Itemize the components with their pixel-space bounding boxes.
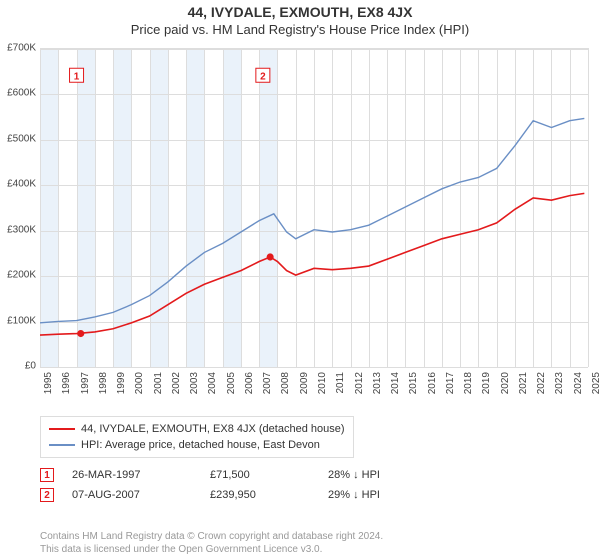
- x-tick-label: 2011: [335, 372, 346, 394]
- x-tick-label: 2006: [244, 372, 255, 394]
- x-tick-label: 2012: [354, 372, 365, 394]
- x-tick-label: 2015: [408, 372, 419, 394]
- x-tick-label: 1998: [98, 372, 109, 394]
- y-tick-label: £500K: [7, 133, 36, 144]
- x-tick-label: 2023: [554, 372, 565, 394]
- x-tick-label: 1995: [43, 372, 54, 394]
- transaction-dot: [267, 253, 274, 260]
- transaction-diff: 28% ↓ HPI: [328, 469, 380, 481]
- transaction-marker-icon: 2: [40, 488, 54, 502]
- legend-label: 44, IVYDALE, EXMOUTH, EX8 4JX (detached …: [81, 421, 345, 437]
- x-tick-label: 2013: [372, 372, 383, 394]
- plot-svg: 12: [40, 48, 588, 366]
- x-tick-label: 2018: [463, 372, 474, 394]
- transactions-table: 1 26-MAR-1997 £71,500 28% ↓ HPI 2 07-AUG-2007…: [40, 462, 588, 502]
- x-tick-label: 2014: [390, 372, 401, 394]
- series-price_paid: [40, 193, 584, 335]
- y-tick-label: £700K: [7, 43, 36, 54]
- x-tick-label: 2024: [573, 372, 584, 394]
- transaction-date: 07-AUG-2007: [72, 489, 192, 501]
- legend-item: HPI: Average price, detached house, East…: [49, 437, 345, 453]
- transaction-date: 26-MAR-1997: [72, 469, 192, 481]
- y-tick-label: £400K: [7, 179, 36, 190]
- footnote-line1: Contains HM Land Registry data © Crown c…: [40, 530, 383, 543]
- x-tick-label: 2025: [591, 372, 600, 394]
- x-tick-label: 2019: [481, 372, 492, 394]
- y-tick-label: £100K: [7, 315, 36, 326]
- chart-container: 44, IVYDALE, EXMOUTH, EX8 4JX Price paid…: [0, 0, 600, 560]
- transaction-row: 1 26-MAR-1997 £71,500 28% ↓ HPI: [40, 468, 588, 482]
- h-gridline: [40, 367, 588, 368]
- y-axis-labels: £0 £100K £200K £300K £400K £500K £600K £700K: [0, 40, 40, 372]
- x-tick-label: 2008: [280, 372, 291, 394]
- x-tick-label: 2016: [427, 372, 438, 394]
- x-tick-label: 2009: [299, 372, 310, 394]
- chart-subtitle: Price paid vs. HM Land Registry's House …: [0, 20, 600, 37]
- x-tick-label: 2021: [518, 372, 529, 394]
- svg-text:2: 2: [260, 71, 266, 82]
- x-tick-label: 2000: [134, 372, 145, 394]
- x-tick-label: 2005: [226, 372, 237, 394]
- y-tick-label: £200K: [7, 270, 36, 281]
- x-tick-label: 2022: [536, 372, 547, 394]
- transaction-marker-icon: 1: [40, 468, 54, 482]
- legend-label: HPI: Average price, detached house, East…: [81, 437, 320, 453]
- transaction-marker-1: 1: [70, 68, 84, 82]
- x-tick-label: 2020: [500, 372, 511, 394]
- legend-item: 44, IVYDALE, EXMOUTH, EX8 4JX (detached …: [49, 421, 345, 437]
- transaction-price: £71,500: [210, 469, 310, 481]
- x-tick-label: 2010: [317, 372, 328, 394]
- y-tick-label: £300K: [7, 224, 36, 235]
- x-tick-label: 1999: [116, 372, 127, 394]
- footnote: Contains HM Land Registry data © Crown c…: [40, 530, 383, 556]
- legend: 44, IVYDALE, EXMOUTH, EX8 4JX (detached …: [40, 416, 354, 458]
- x-tick-label: 2003: [189, 372, 200, 394]
- series-hpi: [40, 118, 584, 322]
- y-tick-label: £600K: [7, 88, 36, 99]
- transaction-row: 2 07-AUG-2007 £239,950 29% ↓ HPI: [40, 488, 588, 502]
- svg-text:1: 1: [74, 71, 80, 82]
- footnote-line2: This data is licensed under the Open Gov…: [40, 543, 383, 556]
- legend-swatch: [49, 428, 75, 430]
- transaction-diff: 29% ↓ HPI: [328, 489, 380, 501]
- x-tick-label: 2007: [262, 372, 273, 394]
- transaction-price: £239,950: [210, 489, 310, 501]
- x-tick-label: 2004: [207, 372, 218, 394]
- y-tick-label: £0: [25, 361, 36, 372]
- x-tick-label: 2001: [153, 372, 164, 394]
- transaction-dot: [77, 330, 84, 337]
- x-tick-label: 1996: [61, 372, 72, 394]
- x-tick-label: 2017: [445, 372, 456, 394]
- x-tick-label: 2002: [171, 372, 182, 394]
- transaction-marker-2: 2: [256, 68, 270, 82]
- x-axis-labels: 1995 1996 1997 1998 1999 2000 2001 2002 2003 2004…: [40, 370, 588, 412]
- chart-title: 44, IVYDALE, EXMOUTH, EX8 4JX: [0, 0, 600, 20]
- legend-swatch: [49, 444, 75, 446]
- v-gridline: [588, 49, 589, 367]
- x-tick-label: 1997: [80, 372, 91, 394]
